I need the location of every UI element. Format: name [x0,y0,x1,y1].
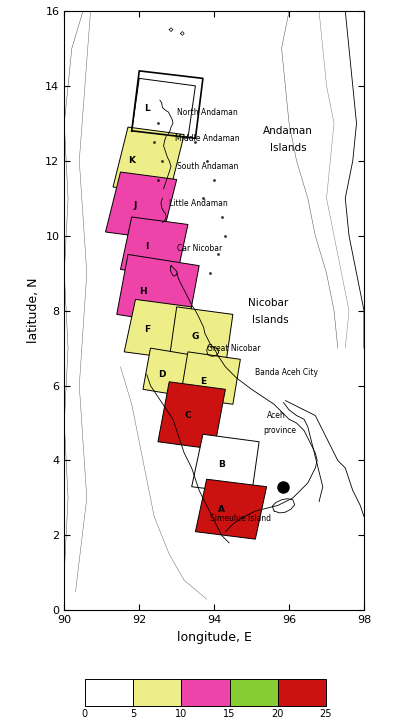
Text: Middle Andaman: Middle Andaman [175,134,239,143]
Text: 10: 10 [175,709,187,719]
Text: G: G [192,332,199,342]
Text: I: I [145,242,148,252]
Text: North Andaman: North Andaman [177,108,237,116]
Polygon shape [124,299,192,360]
X-axis label: longitude, E: longitude, E [177,631,252,644]
Text: Islands: Islands [252,315,288,325]
Text: Islands: Islands [270,142,307,152]
Text: Car Nicobar: Car Nicobar [177,244,222,253]
Text: Nicobar: Nicobar [248,298,288,308]
Text: F: F [144,325,150,334]
Polygon shape [195,480,267,539]
Polygon shape [113,127,184,195]
Text: province: province [263,426,296,435]
Text: Aceh: Aceh [267,411,286,420]
Polygon shape [143,348,195,397]
Text: B: B [218,459,225,469]
Polygon shape [120,217,188,277]
Polygon shape [158,382,225,449]
Text: 20: 20 [272,709,284,719]
Text: E: E [200,377,206,386]
Polygon shape [105,172,177,239]
Text: 15: 15 [223,709,236,719]
Text: Simeulue Island: Simeulue Island [211,514,272,523]
Text: Banda Aceh City: Banda Aceh City [255,368,318,377]
Polygon shape [169,307,233,367]
Text: Andaman: Andaman [263,126,313,136]
Text: Little Andaman: Little Andaman [169,199,228,209]
Text: D: D [158,370,166,379]
Polygon shape [180,352,240,404]
Text: A: A [218,505,225,513]
Y-axis label: latitude, N: latitude, N [27,278,40,344]
Text: 0: 0 [82,709,88,719]
Text: H: H [139,288,147,296]
Text: 25: 25 [320,709,332,719]
Text: L: L [144,104,150,113]
Text: South Andaman: South Andaman [177,162,238,171]
Polygon shape [192,434,259,494]
Polygon shape [117,255,199,326]
Text: K: K [128,156,135,165]
Polygon shape [132,78,195,138]
Text: C: C [185,411,191,420]
Text: J: J [134,201,137,210]
Text: 5: 5 [130,709,136,719]
Text: Great Nicobar: Great Nicobar [207,344,260,352]
